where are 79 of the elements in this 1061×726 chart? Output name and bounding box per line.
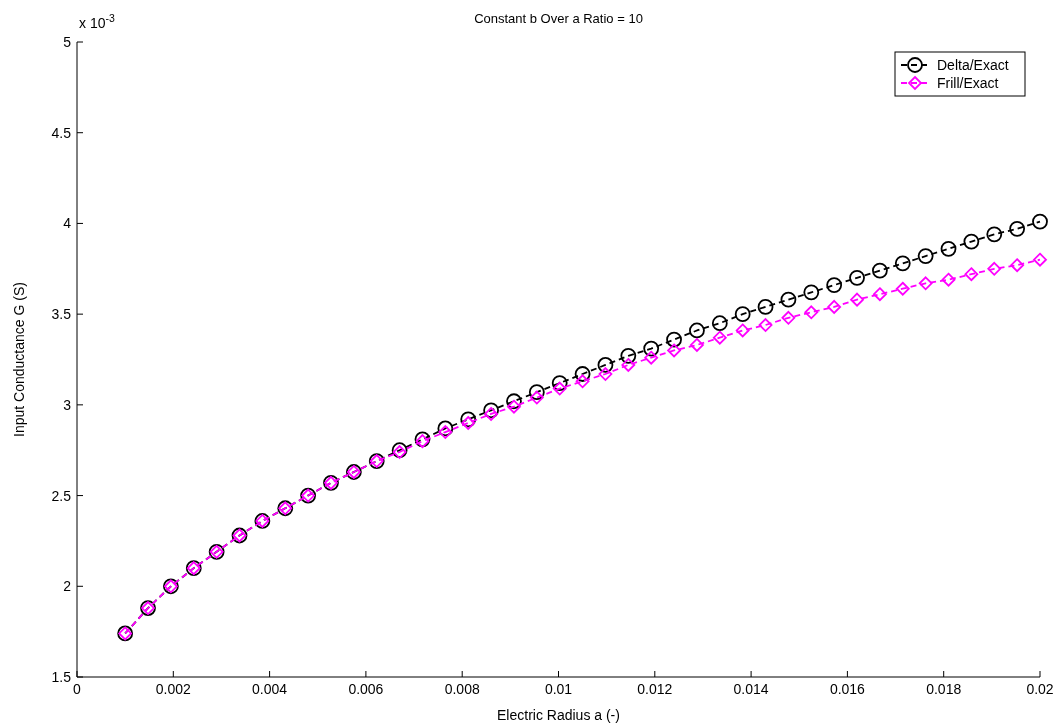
point xyxy=(712,330,727,345)
x-tick-label: 0.004 xyxy=(252,681,288,697)
point xyxy=(987,261,1002,276)
y-tick-label: 2 xyxy=(63,578,72,595)
point xyxy=(461,416,476,430)
point xyxy=(483,402,499,419)
point xyxy=(506,393,522,410)
point xyxy=(873,287,887,302)
x-tick-label: 0.016 xyxy=(829,681,866,697)
y-tick-label: 1.5 xyxy=(51,669,72,685)
point xyxy=(666,331,682,348)
point xyxy=(734,306,751,323)
point xyxy=(1033,252,1047,267)
point xyxy=(598,367,613,381)
x-tick-label: 0.002 xyxy=(155,681,192,697)
point xyxy=(963,233,980,250)
point xyxy=(529,390,544,405)
chart-title: Constant b Over a Ratio = 10 xyxy=(474,11,643,26)
point xyxy=(780,291,797,308)
point xyxy=(758,318,773,332)
point xyxy=(757,298,774,315)
legend-label: Frill/Exact xyxy=(937,75,999,91)
point xyxy=(872,262,888,279)
point xyxy=(849,269,865,286)
point xyxy=(575,374,590,389)
point xyxy=(895,281,910,296)
x-tick-label: 0.014 xyxy=(733,681,769,697)
point xyxy=(917,248,934,264)
point xyxy=(1032,213,1048,230)
x-tick-label: 0.012 xyxy=(637,681,673,697)
point xyxy=(940,240,957,257)
x-tick-label: 0.01 xyxy=(544,681,573,697)
point xyxy=(528,384,545,401)
point xyxy=(986,226,1003,243)
x-axis-title: Electric Radius a (-) xyxy=(497,707,620,723)
y-tick-label: 4.5 xyxy=(51,124,72,141)
point xyxy=(597,357,614,373)
y-tick-label: 2.5 xyxy=(51,487,72,504)
point xyxy=(644,350,659,365)
point xyxy=(621,358,636,372)
point xyxy=(507,399,521,414)
x-tick-label: 0 xyxy=(73,681,82,697)
point xyxy=(781,310,796,325)
point xyxy=(460,411,477,428)
point xyxy=(667,343,681,358)
point xyxy=(827,299,842,314)
point xyxy=(735,323,750,338)
y-axis-title: Input Conductance G (S) xyxy=(11,282,27,437)
point xyxy=(551,375,568,391)
y-tick-label: 3.5 xyxy=(51,306,72,323)
x-tick-label: 0.02 xyxy=(1026,681,1054,697)
legend-label: Delta/Exact xyxy=(937,57,1009,73)
point xyxy=(484,407,498,421)
x-tick-label: 0.018 xyxy=(926,681,962,697)
point xyxy=(643,340,660,357)
y-tick-label: 4 xyxy=(63,215,72,232)
point xyxy=(690,338,704,352)
point xyxy=(1009,220,1026,237)
point xyxy=(689,322,705,339)
point xyxy=(437,420,454,437)
y-tick-label: 3 xyxy=(63,396,72,413)
x-tick-label: 0.008 xyxy=(444,681,480,697)
point xyxy=(826,277,843,294)
point xyxy=(620,347,637,364)
x-tick-label: 0.006 xyxy=(348,681,384,697)
point xyxy=(711,315,728,332)
point xyxy=(850,292,864,307)
point xyxy=(804,305,819,320)
point xyxy=(438,425,453,439)
point xyxy=(894,255,911,272)
text: x 10$^{-3}$ xyxy=(79,12,115,31)
point xyxy=(803,284,820,301)
point xyxy=(574,366,591,382)
point xyxy=(552,381,567,396)
point xyxy=(1010,258,1025,273)
point xyxy=(964,267,979,282)
y-tick-label: 5 xyxy=(63,34,72,50)
point xyxy=(941,272,956,287)
point xyxy=(918,276,933,291)
